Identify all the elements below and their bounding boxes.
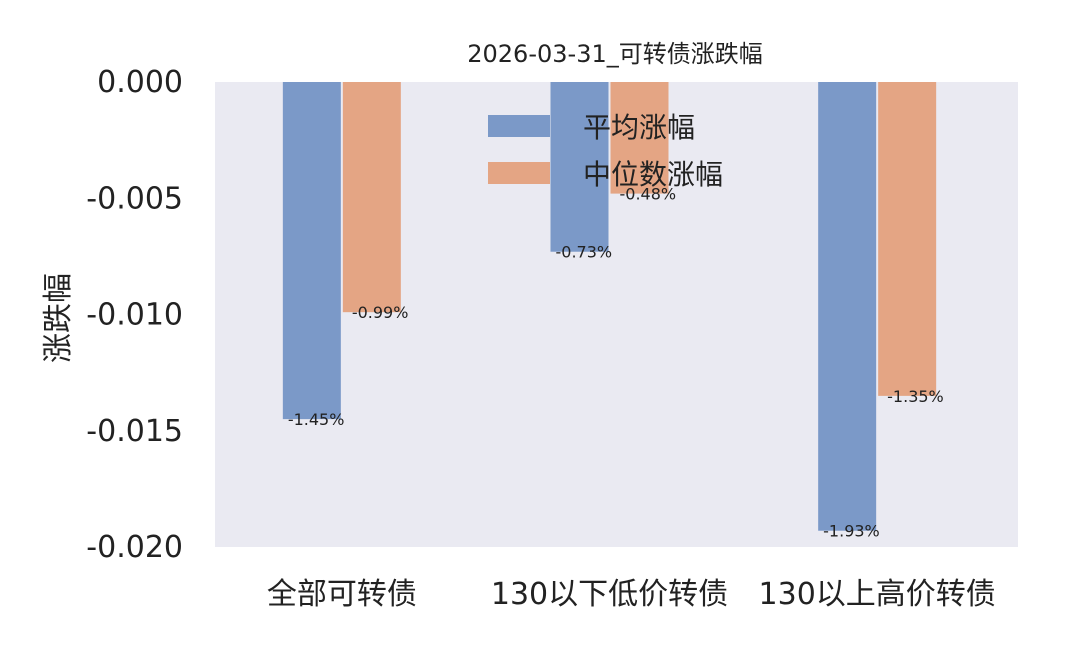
bar (610, 82, 669, 194)
legend-swatch (488, 115, 550, 137)
y-axis-label: 涨跌幅 (41, 273, 76, 363)
legend-label: 中位数涨幅 (583, 158, 723, 191)
data-label: -1.35% (887, 387, 944, 406)
x-tick-label: 130以下低价转债 (491, 577, 728, 612)
data-label: -0.73% (556, 243, 613, 262)
legend-swatch (488, 162, 550, 184)
legend-label: 平均涨幅 (583, 111, 695, 144)
data-labels: -1.45% -0.99% -0.73% -0.48% -1.93% -1.35% (288, 185, 944, 541)
chart-title: 2026-03-31_可转债涨跌幅 (467, 40, 762, 68)
data-label: -1.45% (288, 410, 345, 429)
y-axis-ticks: 0.000 -0.005 -0.010 -0.015 -0.020 (86, 65, 183, 565)
bar (818, 82, 877, 531)
bars (282, 82, 937, 531)
y-tick-label: -0.015 (86, 414, 183, 449)
x-axis-ticks: 全部可转债 130以下低价转债 130以上高价转债 (267, 577, 996, 612)
bar (282, 82, 341, 420)
data-label: -0.48% (620, 185, 677, 204)
y-tick-label: -0.010 (86, 298, 183, 333)
y-tick-label: -0.005 (86, 181, 183, 216)
bar (878, 82, 937, 396)
x-tick-label: 全部可转债 (267, 577, 417, 612)
y-tick-label: -0.020 (86, 530, 183, 565)
data-label: -1.93% (823, 522, 880, 541)
bar (550, 82, 609, 252)
bar (342, 82, 401, 313)
data-label: -0.99% (352, 303, 409, 322)
y-tick-label: 0.000 (97, 65, 183, 100)
x-tick-label: 130以上高价转债 (759, 577, 996, 612)
